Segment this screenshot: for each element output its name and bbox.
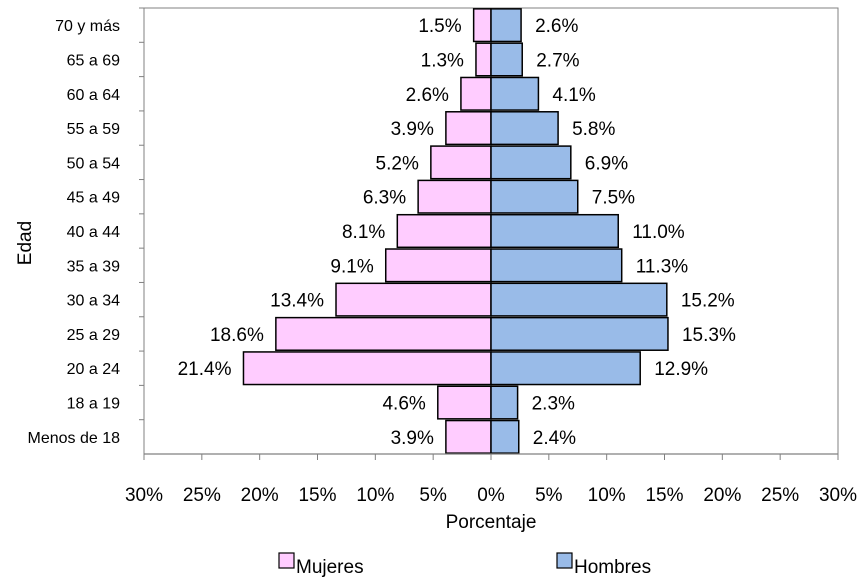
x-axis-title: Porcentaje [446,512,537,533]
legend: Mujeres Hombres [278,552,651,578]
category-label: 20 a 24 [67,361,120,378]
bar-mujeres [417,179,492,214]
data-label-mujeres: 6.3% [363,188,406,209]
x-tick-label: 25% [183,485,221,506]
bar-mujeres [445,111,492,146]
category-label: 40 a 44 [67,224,120,241]
bar-mujeres [335,282,492,317]
bar-mujeres [472,8,492,43]
x-tick-label: 5% [535,485,563,506]
data-label-mujeres: 9.1% [330,256,373,277]
bar-mujeres [384,248,492,283]
x-tick-label: 20% [703,485,741,506]
category-label: Menos de 18 [27,430,120,447]
data-label-hombres: 5.8% [572,119,615,140]
x-tick-label: 5% [419,485,447,506]
x-axis: 30% 25% 20% 15% 10% 5% 0% 5% 10% 15% 20% 25% 30% [125,453,857,506]
category-label: 60 a 64 [67,87,120,104]
legend-swatch-mujeres [278,552,295,569]
category-label: 55 a 59 [67,121,120,138]
data-label-mujeres: 1.5% [418,16,461,37]
category-label: 50 a 54 [67,155,120,172]
bar-hombres [490,111,559,146]
x-tick-label: 0% [477,485,505,506]
bar-mujeres [460,76,492,111]
bar-hombres [490,351,641,386]
data-label-mujeres: 21.4% [178,359,232,380]
category-label: 65 a 69 [67,52,120,69]
bar-mujeres [242,351,492,386]
data-label-mujeres: 1.3% [421,50,464,71]
x-tick-label: 20% [241,485,279,506]
x-tick-label: 30% [125,485,163,506]
data-label-mujeres: 3.9% [391,428,434,449]
category-label: 35 a 39 [67,258,120,275]
data-label-hombres: 6.9% [585,153,628,174]
bar-hombres [490,42,523,77]
data-label-hombres: 7.5% [592,188,635,209]
data-label-mujeres: 8.1% [342,222,385,243]
data-label-hombres: 2.4% [533,428,576,449]
data-label-hombres: 2.7% [536,50,579,71]
bar-mujeres [437,385,492,420]
x-tick-label: 10% [588,485,626,506]
legend-label-hombres: Hombres [574,557,651,578]
y-axis-categories: 70 y más 65 a 69 60 a 64 55 a 59 50 a 54 45 a… [27,7,144,447]
data-label-mujeres: 18.6% [210,325,264,346]
category-label: 45 a 49 [67,190,120,207]
legend-label-mujeres: Mujeres [296,557,364,578]
x-tick-label: 15% [298,485,336,506]
data-label-hombres: 15.3% [682,325,736,346]
x-tick-label: 15% [645,485,683,506]
data-label-mujeres: 2.6% [406,85,449,106]
bar-hombres [490,76,540,111]
category-label: 18 a 19 [67,396,120,413]
bar-hombres [490,145,572,180]
bar-mujeres [275,316,492,351]
bar-hombres [490,248,623,283]
data-label-hombres: 2.3% [532,394,575,415]
bar-hombres [490,8,522,43]
bar-hombres [490,385,519,420]
category-label: 30 a 34 [67,293,120,310]
data-label-mujeres: 13.4% [270,291,324,312]
bar-hombres [490,213,619,249]
bar-hombres [490,419,520,454]
bar-mujeres [396,213,492,249]
category-label: 25 a 29 [67,327,120,344]
data-label-hombres: 15.2% [681,291,735,312]
x-tick-label: 30% [819,485,857,506]
y-axis-title: Edad [15,221,36,265]
x-tick-label: 10% [356,485,394,506]
data-label-hombres: 4.1% [552,85,595,106]
bar-mujeres [475,42,492,77]
data-label-hombres: 12.9% [654,359,708,380]
bar-mujeres [445,419,492,454]
data-label-mujeres: 4.6% [382,394,425,415]
x-tick-label: 25% [761,485,799,506]
bar-mujeres [430,145,492,180]
data-label-hombres: 11.0% [632,222,685,243]
data-label-mujeres: 3.9% [391,119,434,140]
bar-hombres [490,282,668,317]
data-label-hombres: 11.3% [636,256,689,277]
bars-layer [242,8,669,454]
bar-hombres [490,316,669,351]
bar-hombres [490,179,579,214]
data-label-mujeres: 5.2% [376,153,419,174]
category-label: 70 y más [55,18,120,35]
data-labels-layer: 1.5% 2.6% 1.3% 2.7% 2.6% 4.1% 3.9% 5.8% 5.2% 6.9%… [178,16,736,449]
data-label-hombres: 2.6% [535,16,578,37]
legend-swatch-hombres [556,552,573,569]
